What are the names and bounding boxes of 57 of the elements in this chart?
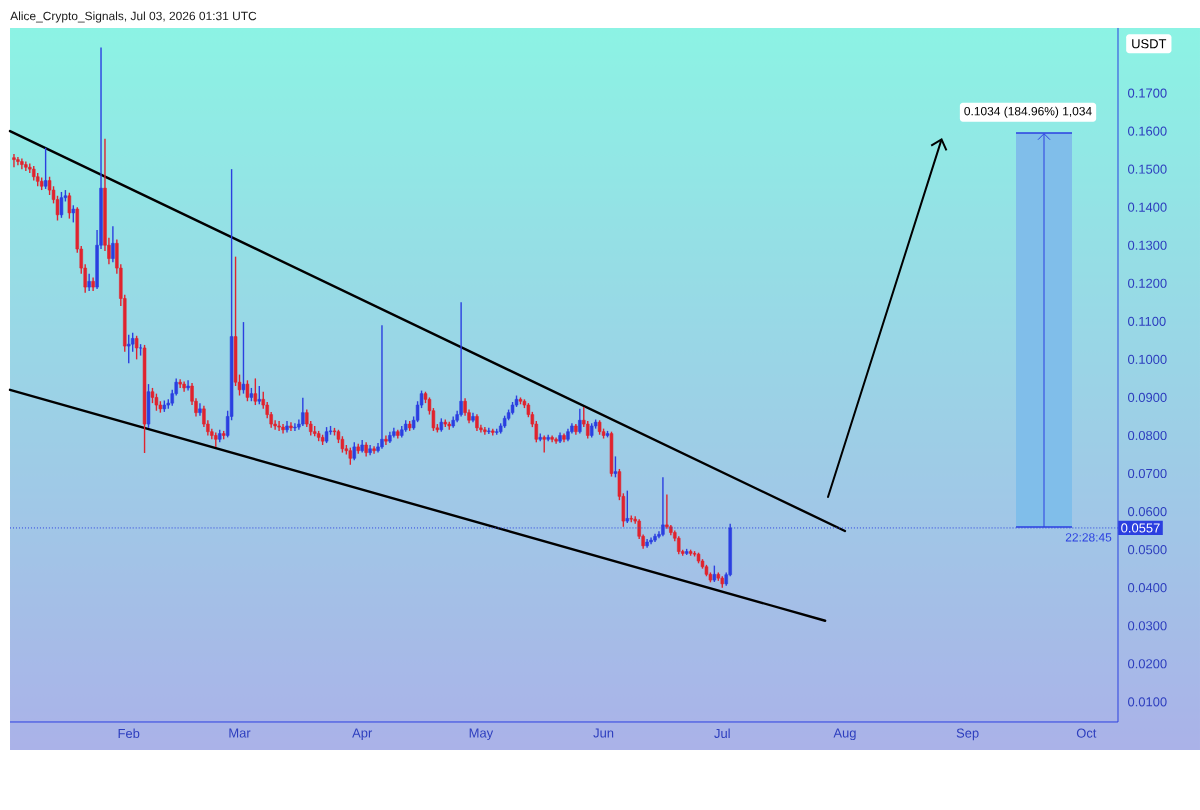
y-tick-label: 0.0500	[1128, 545, 1167, 555]
candlestick	[613, 455, 618, 479]
y-tick-label: 0.0300	[1128, 621, 1167, 631]
candlestick	[372, 445, 376, 455]
y-tick-label: 0.0700	[1128, 468, 1167, 479]
y-tick-label: 0.0900	[1128, 392, 1167, 403]
y-tick-label: 0.0800	[1128, 430, 1167, 441]
y-tick-label: 0.0600	[1128, 506, 1167, 517]
y-tick-label: 0.1200	[1128, 278, 1167, 288]
x-tick-label: Sep	[956, 728, 979, 741]
y-tick-label: 0.0400	[1128, 583, 1167, 593]
x-tick-label: Jul	[714, 728, 730, 739]
y-tick-label: 0.0100	[1128, 697, 1167, 707]
y-axis-title: USDT	[1132, 39, 1167, 49]
candlestick	[178, 378, 182, 389]
y-tick-label: 0.1700	[1128, 88, 1167, 98]
candlestick	[459, 301, 463, 418]
candlestick	[67, 192, 72, 220]
y-tick-label: 0.1000	[1128, 354, 1167, 364]
candlestick	[43, 147, 48, 190]
x-tick-label: Jun	[593, 728, 614, 738]
candlestick	[277, 420, 281, 432]
candlestick	[111, 225, 115, 264]
y-tick-label: 0.1500	[1128, 164, 1167, 174]
candlestick	[130, 332, 135, 353]
candlestick	[12, 153, 16, 168]
y-tick-label: 0.1100	[1128, 316, 1166, 326]
x-tick-label: Feb	[118, 728, 140, 739]
candlestick	[134, 335, 139, 361]
ref-line-label: 0.0557	[1121, 523, 1160, 533]
candlestick	[241, 321, 246, 395]
candlestick	[20, 157, 24, 170]
x-tick-label: Apr	[352, 728, 373, 741]
candlestick	[483, 426, 487, 436]
candlestick	[257, 385, 262, 405]
candlestick	[186, 379, 190, 392]
chart-title: Alice_Crypto_Signals, Jul 03, 2026 01:31 UTC	[10, 11, 257, 23]
y-tick-label: 0.1400	[1128, 202, 1167, 212]
annotation: 0.1034 (184.96%) 1,034	[964, 106, 1092, 118]
x-tick-label: Mar	[229, 728, 251, 738]
candlestick	[127, 333, 131, 364]
x-tick-label: Aug	[833, 728, 856, 741]
candlestick	[293, 422, 297, 432]
candlestick	[245, 379, 250, 402]
x-tick-label: May	[469, 728, 494, 741]
annotation: 22:28:45	[1065, 533, 1112, 542]
candlestick	[253, 377, 258, 406]
y-tick-label: 0.0200	[1128, 659, 1167, 669]
candlestick	[59, 191, 64, 219]
x-tick-label: Oct	[1076, 728, 1097, 738]
candlestick	[380, 324, 384, 450]
candlestick	[301, 397, 305, 427]
y-tick-label: 0.1600	[1128, 126, 1167, 136]
candlestick	[281, 423, 285, 435]
candlestick	[384, 434, 388, 446]
candlestick	[578, 408, 582, 435]
y-tick-label: 0.1300	[1128, 240, 1167, 250]
